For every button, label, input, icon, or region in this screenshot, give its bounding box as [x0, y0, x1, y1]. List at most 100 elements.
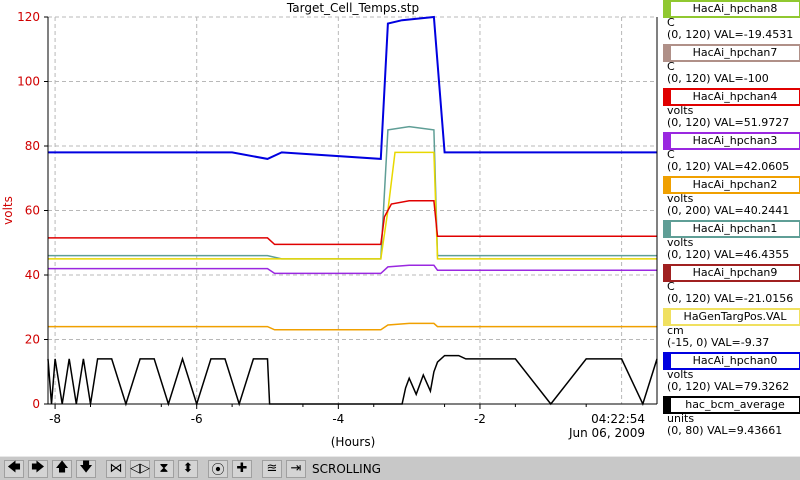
- x-axis-label: (Hours): [331, 435, 376, 449]
- legend: HacAi_hpchan8 C (0, 120) VAL=-19.4531 HacAi…: [663, 0, 800, 452]
- legend-series-name[interactable]: HacAi_hpchan1: [663, 220, 800, 238]
- legend-range: (0, 120): [667, 380, 715, 393]
- zoom-in-x-button[interactable]: ⋈: [106, 459, 126, 478]
- timestamp-label: 04:22:54: [591, 412, 645, 426]
- arrow-up-icon: 🡅: [55, 459, 69, 475]
- toolbar-buttons: 🡄 🡆 🡅 🡇 ⋈ ◁▷ ⧗ ⬍ ⦿ ✚ ≊ ⇥: [0, 459, 306, 478]
- zoom-out-y-button[interactable]: ⬍: [178, 459, 198, 478]
- legend-range: (0, 120): [667, 72, 715, 85]
- legend-item[interactable]: HacAi_hpchan4 volts (0, 120) VAL=51.9727: [663, 88, 800, 142]
- autoscale-icon: ≊: [266, 461, 278, 476]
- legend-unit: volts: [667, 368, 694, 381]
- legend-item[interactable]: hac_bcm_average units (0, 80) VAL=9.43661: [663, 396, 800, 450]
- legend-unit: C: [667, 148, 675, 161]
- legend-value: VAL=-100: [714, 72, 769, 85]
- y-tick-label: 60: [25, 204, 40, 218]
- jump-end-button[interactable]: ⇥: [286, 459, 306, 478]
- jump-end-icon: ⇥: [290, 461, 302, 476]
- legend-item[interactable]: HacAi_hpchan3 C (0, 120) VAL=42.0605: [663, 132, 800, 186]
- x-tick-label: -6: [191, 412, 203, 426]
- circle-icon: ⦿: [211, 463, 225, 478]
- legend-unit: cm: [667, 324, 684, 337]
- legend-value: VAL=9.43661: [707, 424, 783, 437]
- legend-value: VAL=79.3262: [714, 380, 790, 393]
- legend-unit: C: [667, 16, 675, 29]
- legend-range: (0, 200): [667, 204, 715, 217]
- chart-title: Target_Cell_Temps.stp: [286, 1, 419, 15]
- legend-series-name[interactable]: HacAi_hpchan2: [663, 176, 800, 194]
- plus-icon: ✚: [236, 461, 248, 476]
- legend-series-name[interactable]: HacAi_hpchan8: [663, 0, 800, 18]
- legend-range: (0, 120): [667, 248, 715, 261]
- legend-value: VAL=42.0605: [714, 160, 790, 173]
- legend-range-value: (-15, 0) VAL=-9.37: [667, 337, 769, 349]
- legend-series-name[interactable]: HacAi_hpchan4: [663, 88, 800, 106]
- x-tick-label: -4: [332, 412, 344, 426]
- legend-range-value: (0, 120) VAL=79.3262: [667, 381, 789, 393]
- legend-item[interactable]: HaGenTargPos.VAL cm (-15, 0) VAL=-9.37: [663, 308, 800, 362]
- legend-range-value: (0, 120) VAL=46.4355: [667, 249, 789, 261]
- legend-item[interactable]: HacAi_hpchan8 C (0, 120) VAL=-19.4531: [663, 0, 800, 54]
- legend-unit: volts: [667, 104, 694, 117]
- legend-range-value: (0, 120) VAL=42.0605: [667, 161, 789, 173]
- legend-series-name[interactable]: hac_bcm_average: [663, 396, 800, 414]
- legend-unit: volts: [667, 236, 694, 249]
- add-button[interactable]: ✚: [232, 459, 252, 478]
- legend-series-name[interactable]: HacAi_hpchan9: [663, 264, 800, 282]
- series-line-3: [48, 200, 657, 246]
- scroll-up-button[interactable]: 🡅: [52, 459, 72, 478]
- legend-unit: C: [667, 60, 675, 73]
- legend-range-value: (0, 80) VAL=9.43661: [667, 425, 782, 437]
- zoom-out-y-icon: ⬍: [182, 461, 194, 476]
- legend-value: VAL=51.9727: [714, 116, 790, 129]
- legend-value: VAL=46.4355: [714, 248, 790, 261]
- scroll-down-button[interactable]: 🡇: [76, 459, 96, 478]
- legend-range: (-15, 0): [667, 336, 712, 349]
- legend-unit: units: [667, 412, 695, 425]
- zoom-in-y-icon: ⧗: [159, 461, 169, 476]
- legend-value: VAL=-19.4531: [714, 28, 794, 41]
- zoom-in-y-button[interactable]: ⧗: [154, 459, 174, 478]
- autoscale-button[interactable]: ≊: [262, 459, 282, 478]
- legend-range-value: (0, 120) VAL=-21.0156: [667, 293, 793, 305]
- zoom-out-x-icon: ◁▷: [130, 461, 150, 476]
- legend-item[interactable]: HacAi_hpchan1 volts (0, 120) VAL=46.4355: [663, 220, 800, 274]
- legend-range-value: (0, 120) VAL=51.9727: [667, 117, 789, 129]
- series-line-5: [48, 322, 657, 331]
- record-button[interactable]: ⦿: [208, 459, 228, 478]
- legend-unit: C: [667, 280, 675, 293]
- legend-range: (0, 120): [667, 116, 715, 129]
- legend-series-name[interactable]: HacAi_hpchan7: [663, 44, 800, 62]
- arrow-down-icon: 🡇: [79, 459, 93, 475]
- legend-range: (0, 80): [667, 424, 708, 437]
- y-tick-label: 40: [25, 268, 40, 282]
- legend-item[interactable]: HacAi_hpchan0 volts (0, 120) VAL=79.3262: [663, 352, 800, 406]
- strip-chart[interactable]: 0 20 40 60 80 100 120 -8 -6 -4 -2 Target_Cell_Temps…: [0, 0, 800, 456]
- legend-series-name[interactable]: HacAi_hpchan3: [663, 132, 800, 150]
- series-line-0: [48, 15, 657, 160]
- status-label: SCROLLING: [312, 461, 381, 476]
- legend-value: VAL=40.2441: [714, 204, 790, 217]
- legend-series-name[interactable]: HaGenTargPos.VAL: [663, 308, 800, 326]
- scroll-left-button[interactable]: 🡄: [4, 459, 24, 478]
- y-tick-label: 20: [25, 333, 40, 347]
- y-tick-label: 80: [25, 139, 40, 153]
- legend-item[interactable]: HacAi_hpchan9 C (0, 120) VAL=-21.0156: [663, 264, 800, 318]
- series-line-4: [48, 264, 657, 275]
- legend-item[interactable]: HacAi_hpchan2 volts (0, 200) VAL=40.2441: [663, 176, 800, 230]
- x-tick-label: -2: [474, 412, 486, 426]
- legend-series-name[interactable]: HacAi_hpchan0: [663, 352, 800, 370]
- x-tick-label: -8: [49, 412, 61, 426]
- series-line-6: [47, 354, 658, 407]
- zoom-in-x-icon: ⋈: [109, 461, 123, 476]
- zoom-out-x-button[interactable]: ◁▷: [130, 459, 150, 478]
- legend-value: VAL=-21.0156: [714, 292, 794, 305]
- scroll-right-button[interactable]: 🡆: [28, 459, 48, 478]
- legend-item[interactable]: HacAi_hpchan7 C (0, 120) VAL=-100: [663, 44, 800, 98]
- y-tick-label: 100: [17, 75, 40, 89]
- legend-value: VAL=-9.37: [711, 336, 770, 349]
- y-tick-label: 0: [32, 397, 40, 411]
- y-axis-label: volts: [1, 196, 15, 225]
- arrow-left-icon: 🡄: [7, 459, 21, 475]
- legend-range: (0, 120): [667, 292, 715, 305]
